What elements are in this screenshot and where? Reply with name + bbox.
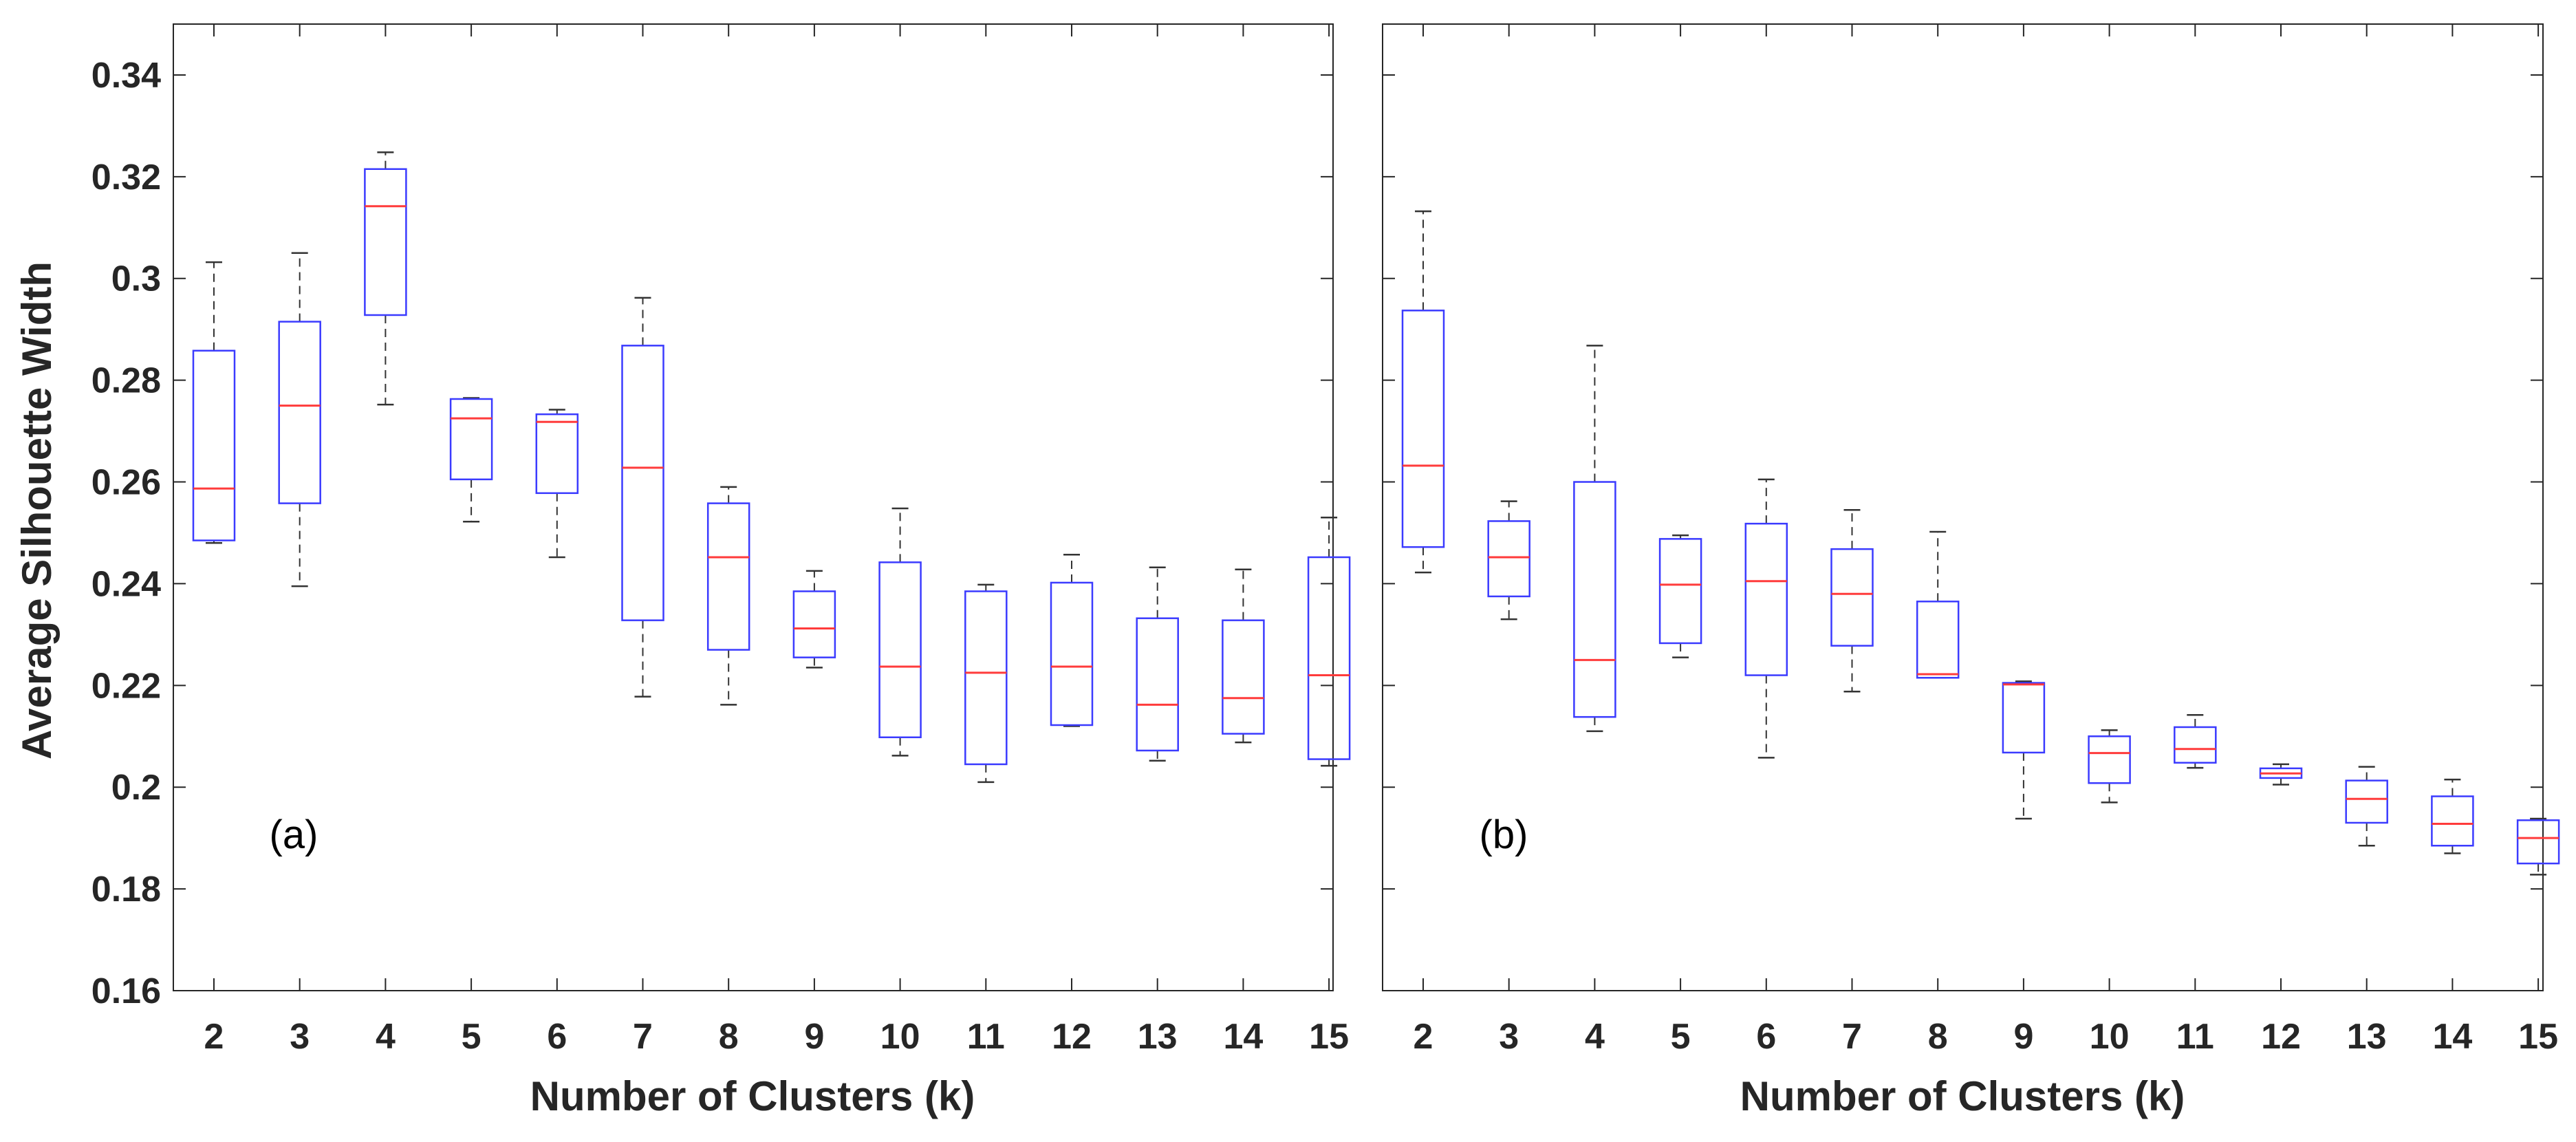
y-tick-label: 0.18 (91, 870, 161, 909)
x-tick-label: 15 (2518, 1017, 2558, 1057)
box-iqr (1136, 617, 1179, 752)
x-tick-label: 3 (1499, 1017, 1519, 1057)
x-tick-label: 10 (2090, 1017, 2130, 1057)
box-iqr (1830, 548, 1874, 647)
box-iqr (1487, 520, 1530, 598)
panel-label-b: (b) (1480, 812, 1528, 857)
box-iqr (1744, 522, 1788, 676)
box-iqr (278, 321, 321, 504)
box-iqr (1050, 581, 1094, 726)
x-axis-label-b: Number of Clusters (k) (1740, 1073, 2185, 1119)
box-iqr (1222, 619, 1265, 735)
box-iqr (192, 349, 236, 541)
box-iqr (2174, 726, 2217, 764)
y-tick-label: 0.34 (91, 56, 161, 96)
x-tick-label: 7 (1842, 1017, 1862, 1057)
x-tick-label: 5 (462, 1017, 481, 1057)
box-iqr (2516, 819, 2560, 865)
box-iqr (878, 561, 922, 738)
x-tick-label: 8 (719, 1017, 739, 1057)
x-tick-label: 6 (547, 1017, 567, 1057)
panel-b: Number of Clusters (k) (b) 2 3 4 5 6 7 8 9 10 11 1… (1382, 23, 2560, 1119)
x-tick-label: 2 (1414, 1017, 1433, 1057)
box-iqr (621, 345, 664, 621)
x-axis-label-a: Number of Clusters (k) (530, 1073, 975, 1119)
box-iqr (1307, 556, 1351, 760)
y-tick-label: 0.26 (91, 463, 161, 503)
x-tick-label: 12 (2261, 1017, 2301, 1057)
x-tick-label: 4 (1585, 1017, 1605, 1057)
box-iqr (535, 413, 579, 495)
y-tick-label: 0.3 (111, 259, 161, 299)
panel-a: Number of Clusters (k) (a) 0.16 0.18 0.2 0.… (91, 23, 1351, 1119)
x-tick-label: 13 (2347, 1017, 2387, 1057)
x-tick-label: 13 (1138, 1017, 1178, 1057)
box-iqr (2002, 682, 2046, 754)
x-tick-label: 14 (2432, 1017, 2472, 1057)
box-iqr (2431, 795, 2474, 847)
y-tick-label: 0.22 (91, 666, 161, 706)
box-iqr (1658, 538, 1702, 645)
x-tick-label: 15 (1309, 1017, 1349, 1057)
x-tick-label: 9 (2013, 1017, 2033, 1057)
x-tick-label: 10 (880, 1017, 920, 1057)
x-tick-label: 3 (290, 1017, 310, 1057)
box-iqr (1401, 310, 1445, 548)
box-iqr (792, 590, 836, 658)
box-iqr (2345, 779, 2388, 824)
box-iqr (449, 398, 493, 481)
box-iqr (964, 590, 1008, 766)
y-axis-label: Average Silhouette Width (14, 261, 60, 759)
y-tick-label: 0.24 (91, 564, 161, 604)
box-iqr (1573, 481, 1616, 718)
x-tick-label: 2 (204, 1017, 224, 1057)
plot-frame (173, 23, 1334, 991)
x-tick-label: 8 (1928, 1017, 1948, 1057)
box-iqr (364, 168, 407, 316)
box-iqr (2088, 735, 2131, 784)
x-tick-label: 11 (2176, 1017, 2214, 1057)
y-tick-label: 0.32 (91, 158, 161, 197)
x-tick-label: 14 (1223, 1017, 1263, 1057)
x-tick-label: 12 (1052, 1017, 1092, 1057)
x-tick-label: 9 (804, 1017, 824, 1057)
y-tick-label: 0.16 (91, 971, 161, 1011)
box-iqr (706, 502, 750, 651)
y-tick-label: 0.28 (91, 361, 161, 401)
x-tick-label: 6 (1756, 1017, 1776, 1057)
y-tick-label: 0.2 (111, 768, 161, 808)
x-tick-label: 11 (967, 1017, 1005, 1057)
panel-label-a: (a) (270, 812, 318, 857)
plot-frame (1382, 23, 2544, 991)
x-tick-label: 4 (376, 1017, 396, 1057)
x-tick-label: 7 (633, 1017, 653, 1057)
x-tick-label: 5 (1671, 1017, 1691, 1057)
box-iqr (1916, 601, 1960, 679)
